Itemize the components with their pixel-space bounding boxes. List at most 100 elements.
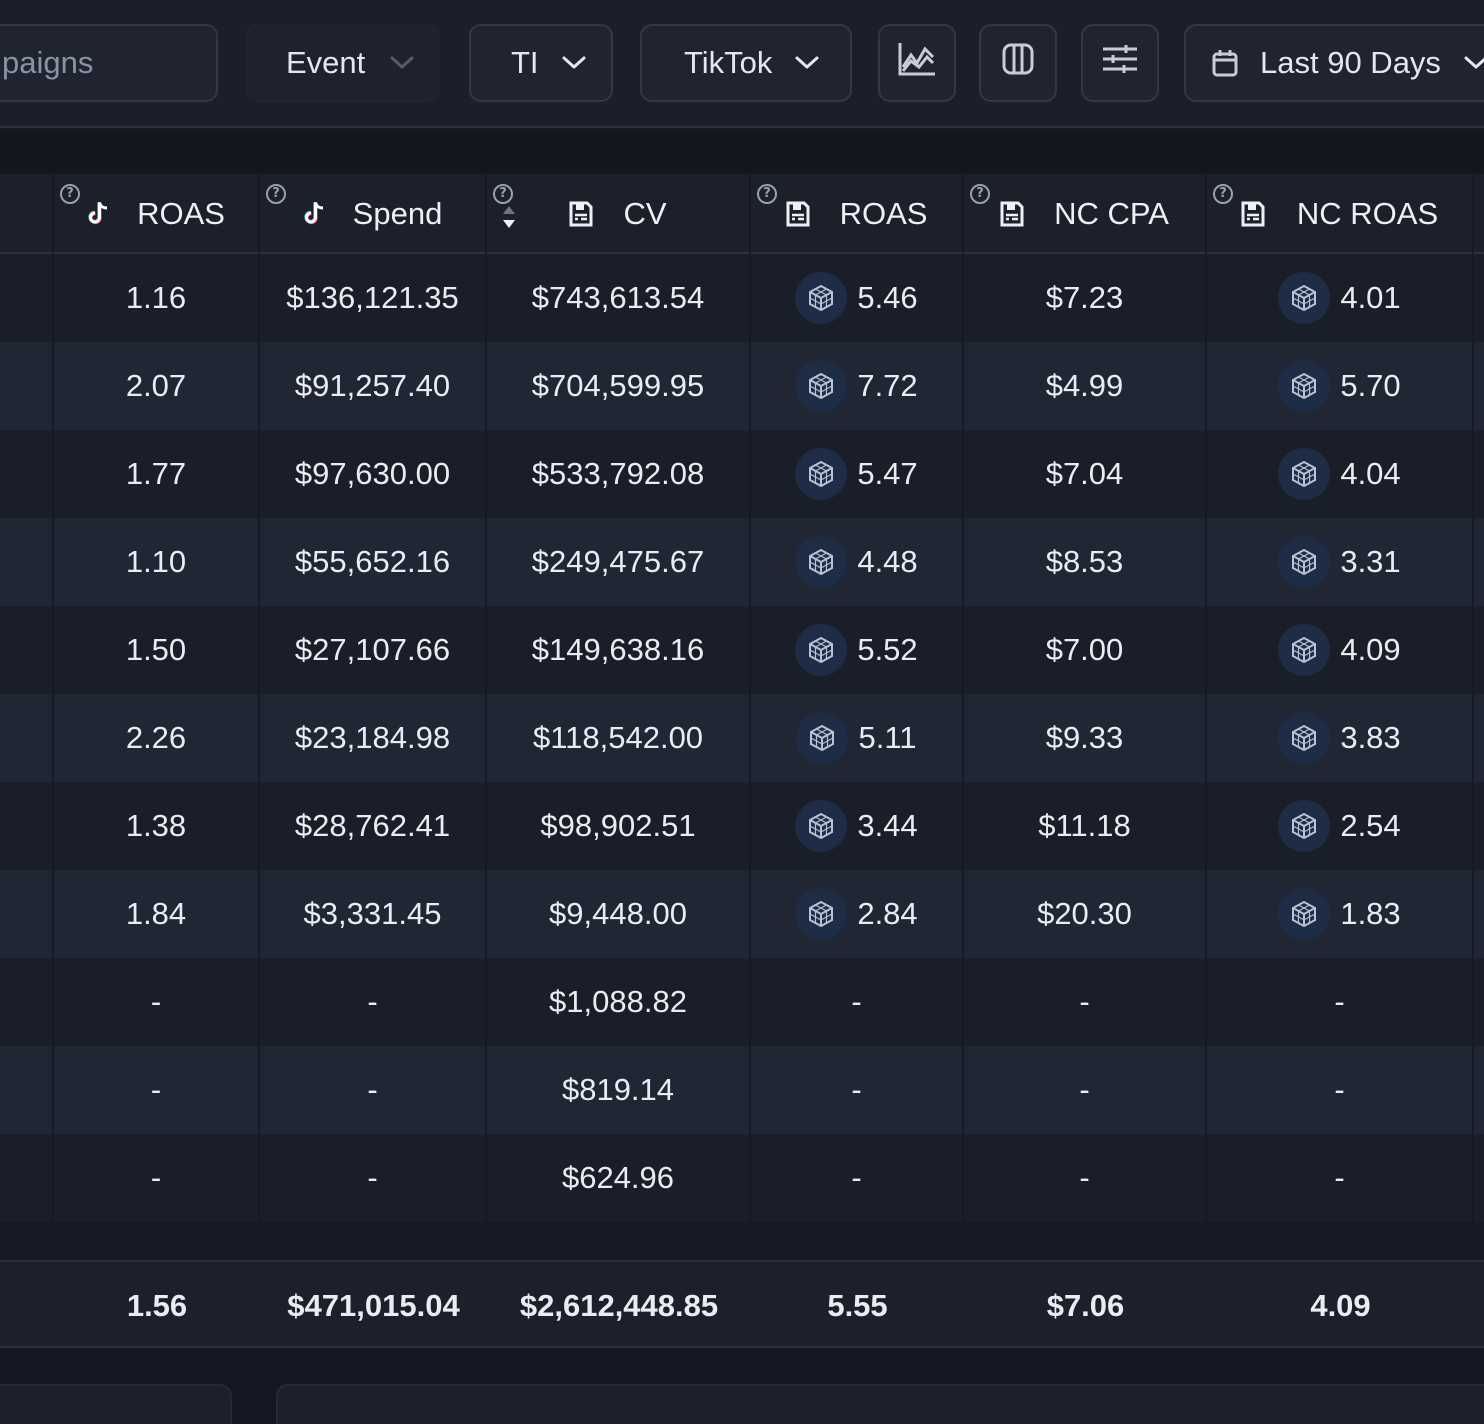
- cell-tiktok-roas: 2.07: [54, 342, 260, 430]
- row-name-cell: [0, 870, 54, 958]
- cell-roas: 4.48: [751, 518, 964, 606]
- total-nc-roas: 4.09: [1310, 1288, 1371, 1323]
- help-icon[interactable]: ?: [1213, 184, 1233, 204]
- table-row[interactable]: 1.16 $136,121.35 $743,613.54 5.46 $7.23 4.01: [0, 254, 1484, 342]
- model-cube-icon: [1278, 536, 1331, 588]
- header-cell-nc-cpa[interactable]: ? NC CPA: [964, 174, 1207, 254]
- help-icon[interactable]: ?: [266, 184, 286, 204]
- chevron-down-icon: [389, 55, 415, 71]
- cell-value: $819.14: [561, 1072, 675, 1107]
- table-row[interactable]: 1.50 $27,107.66 $149,638.16 5.52 $7.00 4.09: [0, 606, 1484, 694]
- chart-toggle-button[interactable]: [878, 24, 956, 102]
- cell-tiktok-roas: 1.84: [54, 870, 260, 958]
- header-cell-nc-roas[interactable]: ? NC ROAS: [1207, 174, 1474, 254]
- footer-bar: [0, 1350, 1484, 1424]
- ti-dropdown-label: TI: [511, 45, 539, 80]
- total-nc-cpa: $7.06: [1046, 1288, 1125, 1323]
- cell-cv: $1,088.82: [487, 958, 751, 1046]
- cell-value: $3,331.45: [303, 896, 442, 931]
- table-row[interactable]: 1.10 $55,652.16 $249,475.67 4.48 $8.53 3.31: [0, 518, 1484, 606]
- cell-value: $23,184.98: [294, 720, 451, 755]
- cell-cv: $533,792.08: [487, 430, 751, 518]
- model-cube-icon: [1278, 624, 1331, 676]
- header-cell-cv[interactable]: ? CV: [487, 174, 751, 254]
- row-name-cell: [0, 782, 54, 870]
- event-dropdown[interactable]: Event: [246, 24, 440, 102]
- chevron-down-icon: [561, 55, 587, 71]
- table-row[interactable]: 2.07 $91,257.40 $704,599.95 7.72 $4.99 5.70: [0, 342, 1484, 430]
- columns-icon: [1001, 42, 1035, 84]
- header-cell-tiktok-spend[interactable]: ? Spend: [260, 174, 487, 254]
- toolbar: paigns Event TI TikTok: [0, 0, 1484, 128]
- row-overflow-cell: [1474, 694, 1484, 782]
- help-icon[interactable]: ?: [493, 184, 513, 204]
- cell-cv: $249,475.67: [487, 518, 751, 606]
- row-overflow-cell: [1474, 782, 1484, 870]
- cell-value: 3.83: [1340, 720, 1401, 755]
- table-row[interactable]: - - $624.96 - - -: [0, 1134, 1484, 1222]
- cell-value: -: [1079, 1072, 1090, 1107]
- table-row[interactable]: 1.38 $28,762.41 $98,902.51 3.44 $11.18 2.54: [0, 782, 1484, 870]
- table-row[interactable]: 1.77 $97,630.00 $533,792.08 5.47 $7.04 4.04: [0, 430, 1484, 518]
- cell-value: $7.04: [1045, 456, 1124, 491]
- search-input[interactable]: paigns: [0, 24, 218, 102]
- header-label: CV: [623, 196, 667, 231]
- cell-value: -: [367, 1160, 378, 1195]
- cell-nc-roas: -: [1207, 1046, 1474, 1134]
- cell-value: $97,630.00: [294, 456, 451, 491]
- cell-value: -: [150, 1160, 162, 1195]
- cell-value: 2.84: [857, 896, 918, 931]
- model-cube-icon: [1278, 800, 1331, 852]
- header-cell-roas[interactable]: ? ROAS: [751, 174, 964, 254]
- cell-value: 2.54: [1340, 808, 1401, 843]
- cell-value: -: [150, 984, 162, 1019]
- cell-roas: -: [751, 1046, 964, 1134]
- cell-roas: 5.52: [751, 606, 964, 694]
- sort-icon[interactable]: [501, 204, 517, 230]
- cell-nc-cpa: -: [964, 1134, 1207, 1222]
- date-range-picker[interactable]: Last 90 Days: [1184, 24, 1484, 102]
- model-cube-icon: [795, 888, 848, 940]
- cell-roas: 5.11: [751, 694, 964, 782]
- cell-tiktok-roas: 1.50: [54, 606, 260, 694]
- cell-roas: -: [751, 958, 964, 1046]
- columns-button[interactable]: [979, 24, 1057, 102]
- cell-value: $7.00: [1045, 632, 1124, 667]
- floppy-icon: [786, 201, 810, 227]
- cell-nc-roas: -: [1207, 958, 1474, 1046]
- cell-value: -: [367, 1072, 378, 1107]
- ti-dropdown[interactable]: TI: [469, 24, 613, 102]
- cell-value: 4.01: [1340, 280, 1401, 315]
- cell-value: 3.44: [857, 808, 918, 843]
- cell-tiktok-spend: $91,257.40: [260, 342, 487, 430]
- cell-tiktok-spend: $136,121.35: [260, 254, 487, 342]
- cell-value: 1.16: [125, 280, 187, 315]
- model-cube-icon: [795, 536, 848, 588]
- cell-value: 7.72: [857, 368, 918, 403]
- header-cell-tiktok-roas[interactable]: ? ROAS: [54, 174, 260, 254]
- cell-value: $11.18: [1038, 808, 1131, 843]
- cell-value: $4.99: [1045, 368, 1124, 403]
- filters-button[interactable]: [1081, 24, 1159, 102]
- cell-tiktok-roas: -: [54, 1046, 260, 1134]
- cell-value: $55,652.16: [294, 544, 451, 579]
- cell-value: 4.04: [1340, 456, 1401, 491]
- help-icon[interactable]: ?: [60, 184, 80, 204]
- row-name-cell: [0, 342, 54, 430]
- cell-value: $533,792.08: [531, 456, 705, 491]
- help-icon[interactable]: ?: [970, 184, 990, 204]
- table-row[interactable]: - - $819.14 - - -: [0, 1046, 1484, 1134]
- cell-nc-roas: -: [1207, 1134, 1474, 1222]
- table-row[interactable]: 1.84 $3,331.45 $9,448.00 2.84 $20.30 1.83: [0, 870, 1484, 958]
- cell-nc-cpa: $20.30: [964, 870, 1207, 958]
- table-row[interactable]: - - $1,088.82 - - -: [0, 958, 1484, 1046]
- cell-value: $8.53: [1045, 544, 1124, 579]
- model-cube-icon: [1278, 888, 1331, 940]
- cell-value: -: [851, 1160, 862, 1195]
- header-label: NC CPA: [1054, 196, 1169, 231]
- table-row[interactable]: 2.26 $23,184.98 $118,542.00 5.11 $9.33 3.83: [0, 694, 1484, 782]
- platform-dropdown[interactable]: TikTok: [640, 24, 852, 102]
- help-icon[interactable]: ?: [757, 184, 777, 204]
- cell-value: 1.38: [125, 808, 187, 843]
- cell-tiktok-spend: $23,184.98: [260, 694, 487, 782]
